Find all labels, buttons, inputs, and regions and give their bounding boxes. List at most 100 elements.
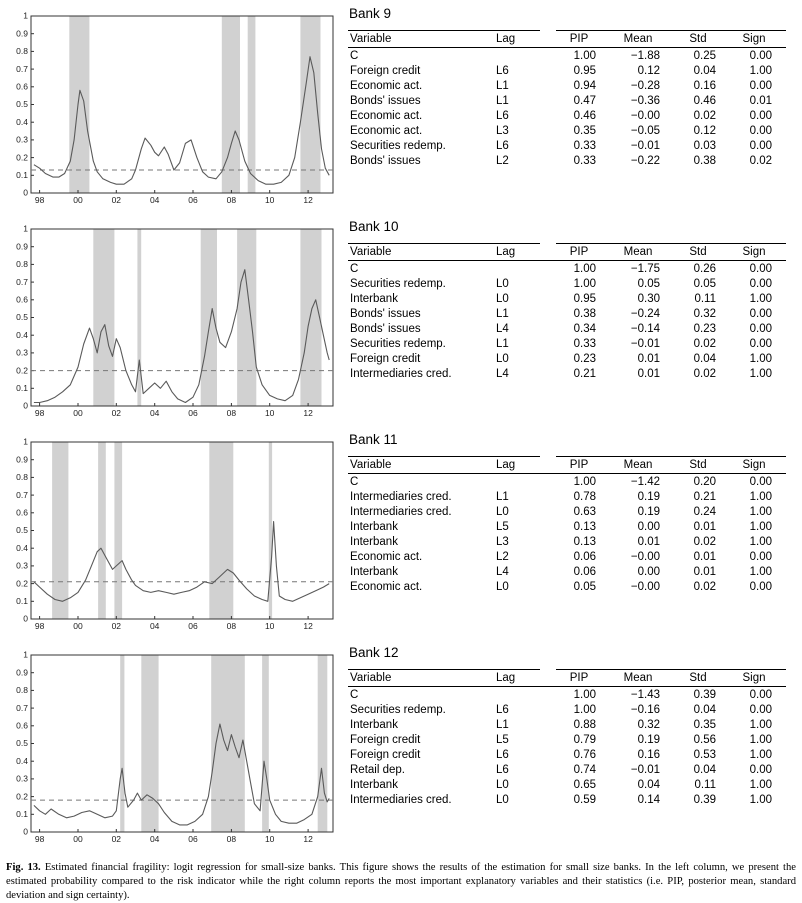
lag-cell: L2 bbox=[496, 550, 509, 563]
figure-caption: Fig. 13. Estimated financial fragility: … bbox=[6, 861, 796, 903]
bank-10-fragility-chart: 0 0.1 0.2 0.3 0.4 0.5 0.6 0.7 0.8 0.9 1 98 00 02 04 06 0… bbox=[4, 218, 340, 428]
svg-text:10: 10 bbox=[265, 408, 275, 418]
col-header-mean: Mean bbox=[610, 30, 674, 48]
table-row: Retail dep. L6 0.74 −0.01 0.04 0.00 bbox=[348, 762, 786, 777]
std-cell: 0.01 bbox=[693, 550, 716, 563]
sign-cell: 0.01 bbox=[749, 94, 772, 107]
variable-cell: Foreign credit bbox=[350, 733, 421, 746]
sign-cell: 0.00 bbox=[749, 49, 772, 62]
recession-band bbox=[237, 229, 257, 406]
table-row: Interbank L1 0.88 0.32 0.35 1.00 bbox=[348, 717, 786, 732]
row-gap bbox=[540, 519, 556, 534]
table-row: Economic act. L0 0.05 −0.00 0.02 0.00 bbox=[348, 579, 786, 594]
row-gap bbox=[540, 306, 556, 321]
table-row: Bonds' issues L4 0.34 −0.14 0.23 0.00 bbox=[348, 321, 786, 336]
pip-cell: 1.00 bbox=[573, 703, 596, 716]
std-cell: 0.24 bbox=[693, 505, 716, 518]
lag-cell: L0 bbox=[496, 580, 509, 593]
sign-cell: 1.00 bbox=[749, 520, 772, 533]
svg-text:06: 06 bbox=[188, 834, 198, 844]
row-gap bbox=[540, 261, 556, 277]
variable-cell: Economic act. bbox=[350, 109, 423, 122]
pip-cell: 1.00 bbox=[573, 49, 596, 62]
svg-text:0.2: 0.2 bbox=[16, 578, 28, 588]
std-cell: 0.04 bbox=[693, 64, 716, 77]
lag-cell: L1 bbox=[496, 718, 509, 731]
svg-text:0.1: 0.1 bbox=[16, 170, 28, 180]
sign-cell: 1.00 bbox=[749, 718, 772, 731]
svg-text:0: 0 bbox=[23, 401, 28, 411]
recession-band bbox=[200, 229, 217, 406]
mean-cell: −0.00 bbox=[630, 580, 660, 593]
variable-cell: Bonds' issues bbox=[350, 94, 421, 107]
svg-text:10: 10 bbox=[265, 621, 275, 631]
std-cell: 0.38 bbox=[693, 154, 716, 167]
svg-text:12: 12 bbox=[303, 408, 313, 418]
lag-cell bbox=[496, 261, 540, 277]
table-row: Intermediaries cred. L4 0.21 0.01 0.02 1.00 bbox=[348, 366, 786, 381]
mean-cell: 0.00 bbox=[637, 520, 660, 533]
svg-text:0.7: 0.7 bbox=[16, 277, 28, 287]
lag-cell: L5 bbox=[496, 733, 509, 746]
table-row: Securities redemp. L6 0.33 −0.01 0.03 0.00 bbox=[348, 138, 786, 153]
lag-cell: L0 bbox=[496, 352, 509, 365]
recession-bands bbox=[93, 229, 322, 406]
std-cell: 0.25 bbox=[693, 49, 716, 62]
table-row: Interbank L5 0.13 0.00 0.01 1.00 bbox=[348, 519, 786, 534]
mean-cell: −1.43 bbox=[630, 688, 660, 701]
recession-band bbox=[69, 16, 90, 193]
sign-cell: 0.00 bbox=[749, 277, 772, 290]
col-header-sign: Sign bbox=[730, 30, 786, 48]
bank-9-table-wrap: Bank 9 Variable Lag PIP Mean Std Sign C 1.00 −1.… bbox=[340, 5, 802, 168]
pip-cell: 0.33 bbox=[573, 139, 596, 152]
col-header-variable: Variable bbox=[348, 243, 496, 261]
recession-band bbox=[268, 442, 273, 619]
table-row: C 1.00 −1.88 0.25 0.00 bbox=[348, 48, 786, 64]
mean-cell: −0.01 bbox=[630, 763, 660, 776]
table-row: Foreign credit L6 0.76 0.16 0.53 1.00 bbox=[348, 747, 786, 762]
pip-cell: 0.95 bbox=[573, 64, 596, 77]
recession-band bbox=[300, 229, 322, 406]
svg-text:0: 0 bbox=[23, 827, 28, 837]
recession-bands bbox=[120, 655, 328, 832]
svg-text:0.5: 0.5 bbox=[16, 738, 28, 748]
sign-cell: 1.00 bbox=[749, 490, 772, 503]
col-header-pip: PIP bbox=[556, 243, 610, 261]
sign-cell: 1.00 bbox=[749, 64, 772, 77]
row-gap bbox=[540, 108, 556, 123]
svg-text:0.2: 0.2 bbox=[16, 365, 28, 375]
svg-text:12: 12 bbox=[303, 195, 313, 205]
fragility-chart-svg: 0 0.1 0.2 0.3 0.4 0.5 0.6 0.7 0.8 0.9 1 98 00 02 04 06 0… bbox=[16, 11, 334, 205]
variable-cell: Securities redemp. bbox=[350, 337, 446, 350]
sign-cell: 1.00 bbox=[749, 505, 772, 518]
svg-text:04: 04 bbox=[150, 195, 160, 205]
table-row: Intermediaries cred. L0 0.63 0.19 0.24 1.00 bbox=[348, 504, 786, 519]
std-cell: 0.02 bbox=[693, 109, 716, 122]
svg-text:0.1: 0.1 bbox=[16, 383, 28, 393]
y-axis: 0 0.1 0.2 0.3 0.4 0.5 0.6 0.7 0.8 0.9 1 bbox=[16, 11, 34, 198]
svg-text:00: 00 bbox=[73, 408, 83, 418]
lag-cell bbox=[496, 687, 540, 703]
svg-text:0.4: 0.4 bbox=[16, 117, 28, 127]
variable-cell: Economic act. bbox=[350, 124, 423, 137]
svg-text:0.2: 0.2 bbox=[16, 152, 28, 162]
col-header-std: Std bbox=[674, 669, 730, 687]
variable-cell: Economic act. bbox=[350, 580, 423, 593]
row-gap bbox=[540, 489, 556, 504]
lag-cell: L2 bbox=[496, 154, 509, 167]
svg-text:10: 10 bbox=[265, 195, 275, 205]
row-gap bbox=[540, 291, 556, 306]
svg-text:04: 04 bbox=[150, 621, 160, 631]
estimated-probability-line bbox=[33, 521, 330, 602]
svg-text:04: 04 bbox=[150, 834, 160, 844]
svg-text:1: 1 bbox=[23, 224, 28, 234]
pip-cell: 0.46 bbox=[573, 109, 596, 122]
stats-table: Variable Lag PIP Mean Std Sign C 1.00 −1.75 0.26 0… bbox=[348, 243, 786, 381]
mean-cell: −0.16 bbox=[630, 703, 660, 716]
mean-cell: 0.19 bbox=[637, 505, 660, 518]
sign-cell: 0.00 bbox=[749, 109, 772, 122]
mean-cell: −0.28 bbox=[630, 79, 660, 92]
col-header-pip: PIP bbox=[556, 456, 610, 474]
x-axis: 98 00 02 04 06 08 10 12 bbox=[35, 829, 313, 844]
row-gap bbox=[540, 762, 556, 777]
